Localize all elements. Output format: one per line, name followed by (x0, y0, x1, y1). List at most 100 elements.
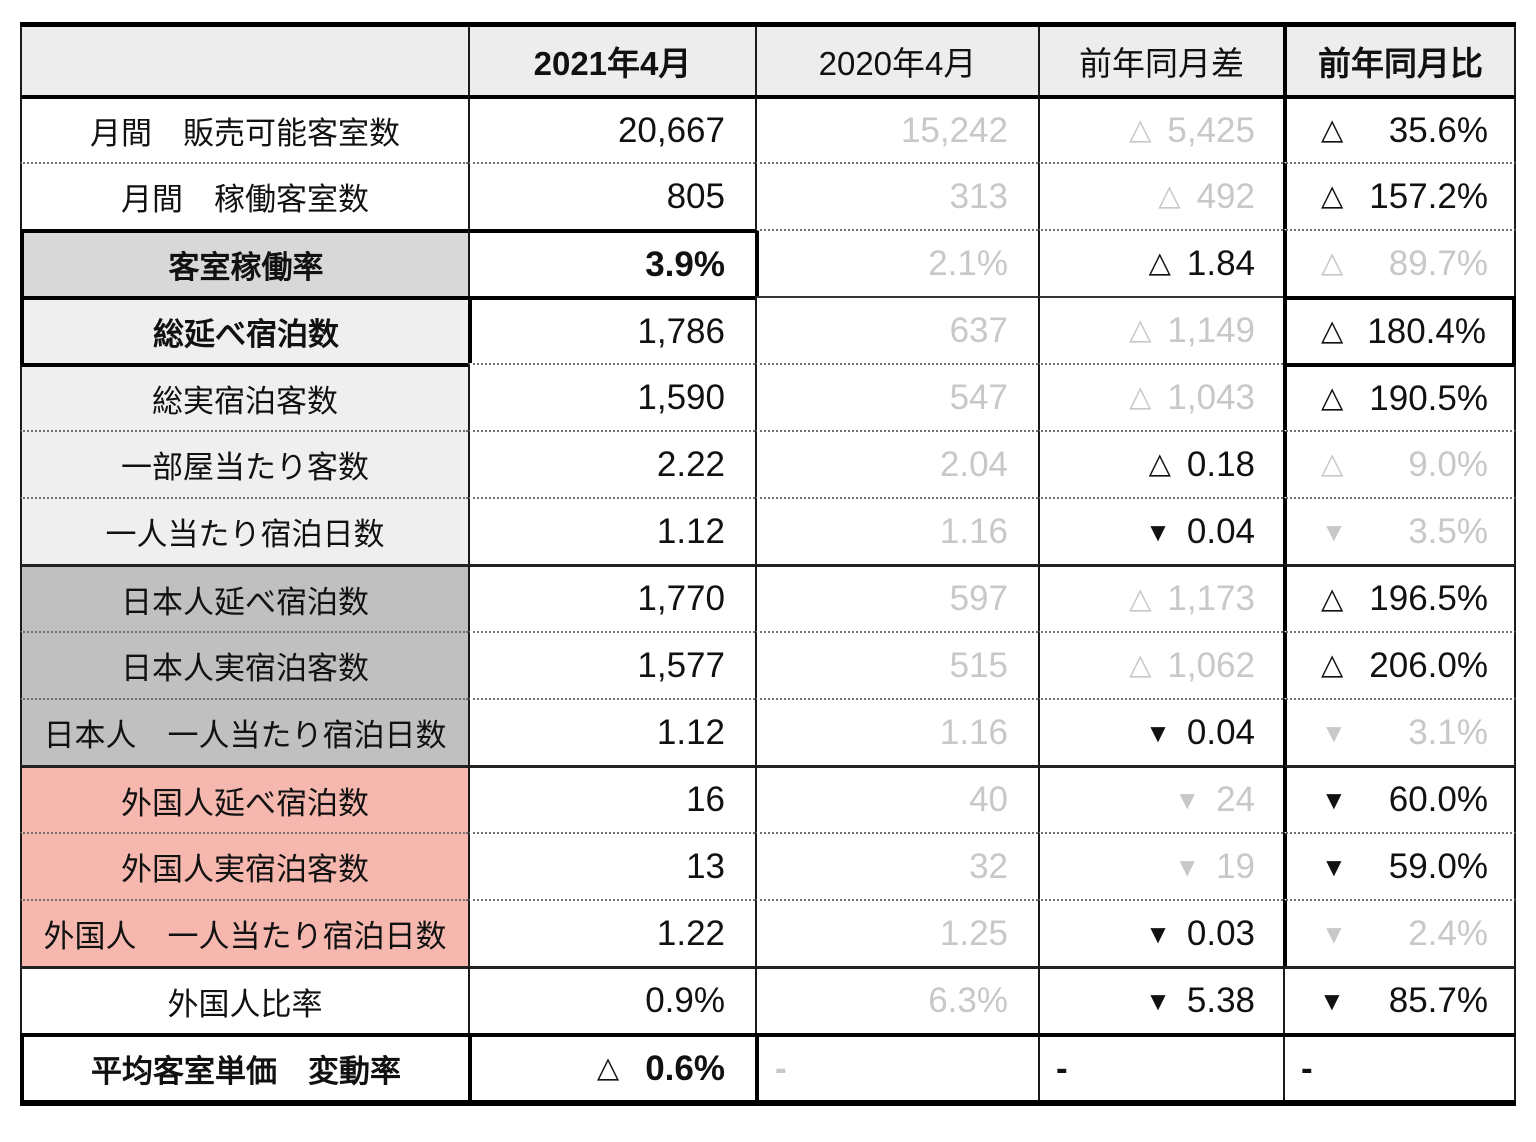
value-2020-cell: 637 (755, 296, 1038, 363)
value-2020-cell: 2.1% (755, 229, 1038, 296)
diff-value: 5,425 (1167, 110, 1255, 150)
header-cell-4: 前年同月比 (1283, 27, 1516, 95)
diff-cell: △ 1,062 (1038, 631, 1283, 698)
ratio-value: 196.5% (1369, 579, 1488, 618)
up-triangle-icon: △ (1321, 382, 1344, 414)
header-cell-0 (20, 27, 468, 95)
value-2021-cell: 2.22 (468, 430, 755, 497)
value-2020-cell: 40 (755, 765, 1038, 832)
ratio-cell: △ 35.6% (1283, 95, 1516, 162)
header-cell-2: 2020年4月 (755, 27, 1038, 95)
row-label: 日本人実宿泊客数 (20, 631, 468, 698)
table-row: 一部屋当たり客数 2.22 2.04 △ 0.18 △ 9.0% (20, 430, 1516, 497)
up-triangle-icon: △ (1129, 381, 1152, 413)
header-cell-1: 2021年4月 (468, 27, 755, 95)
table-row: 日本人実宿泊客数 1,577 515 △ 1,062 △ 206.0% (20, 631, 1516, 698)
row-label: 日本人 一人当たり宿泊日数 (20, 698, 468, 765)
ratio-cell: ▼ 3.5% (1283, 497, 1516, 564)
value-2021-cell: 3.9% (468, 229, 755, 296)
row-label: 外国人比率 (20, 966, 468, 1033)
table-row: 平均客室単価 変動率 △ 0.6% - - - (20, 1033, 1516, 1100)
table-header-row: 2021年4月 2020年4月 前年同月差 前年同月比 (20, 27, 1516, 95)
table-row: 日本人 一人当たり宿泊日数 1.12 1.16 ▼ 0.04 ▼ 3.1% (20, 698, 1516, 765)
up-triangle-icon: △ (596, 1052, 620, 1084)
table-row: 総延べ宿泊数 1,786 637 △ 1,149 △ 180.4% (20, 296, 1516, 363)
table-row: 一人当たり宿泊日数 1.12 1.16 ▼ 0.04 ▼ 3.5% (20, 497, 1516, 564)
row-label: 月間 販売可能客室数 (20, 95, 468, 162)
ratio-value: 180.4% (1367, 311, 1486, 351)
ratio-value: 206.0% (1369, 645, 1488, 685)
ratio-cell: - (1283, 1033, 1516, 1100)
diff-value: 24 (1216, 780, 1255, 819)
value-2021: 0.6% (645, 1048, 725, 1088)
ratio-value: 157.2% (1369, 176, 1488, 216)
row-label: 総実宿泊客数 (20, 363, 468, 430)
row-label: 外国人実宿泊客数 (20, 832, 468, 899)
diff-cell: △ 1,149 (1038, 296, 1283, 363)
down-triangle-icon: ▼ (1145, 986, 1171, 1016)
diff-value: 0.18 (1186, 444, 1255, 484)
value-2020-cell: 6.3% (755, 966, 1038, 1033)
value-2021-cell: 1,590 (468, 363, 755, 430)
ratio-value: 60.0% (1388, 780, 1488, 819)
ratio-cell: △ 206.0% (1283, 631, 1516, 698)
up-triangle-icon: △ (1129, 314, 1152, 346)
row-label: 月間 稼働客室数 (20, 162, 468, 229)
value-2021-cell: 1,577 (468, 631, 755, 698)
down-triangle-icon: ▼ (1321, 851, 1347, 882)
ratio-value: 9.0% (1408, 444, 1488, 484)
diff-value: 5.38 (1186, 981, 1255, 1020)
value-2020-cell: 313 (755, 162, 1038, 229)
ratio-value: 89.7% (1388, 243, 1488, 283)
row-label: 一部屋当たり客数 (20, 430, 468, 497)
table-row: 月間 販売可能客室数 20,667 15,242 △ 5,425 △ 35.6% (20, 95, 1516, 162)
table-row: 日本人延べ宿泊数 1,770 597 △ 1,173 △ 196.5% (20, 564, 1516, 631)
up-triangle-icon: △ (1129, 649, 1152, 681)
value-2020-cell: 32 (755, 832, 1038, 899)
down-triangle-icon: ▼ (1174, 851, 1201, 882)
value-2020-cell: 2.04 (755, 430, 1038, 497)
ratio-value: 35.6% (1388, 110, 1488, 150)
diff-cell: △ 0.18 (1038, 430, 1283, 497)
ratio-cell: △ 89.7% (1283, 229, 1516, 296)
up-triangle-icon: △ (1129, 582, 1152, 615)
ratio-value: 85.7% (1388, 981, 1488, 1020)
row-label: 一人当たり宿泊日数 (20, 497, 468, 564)
ratio-cell: ▼ 2.4% (1283, 899, 1516, 966)
row-label: 平均客室単価 変動率 (20, 1033, 468, 1100)
table-row: 月間 稼働客室数 805 313 △ 492 △ 157.2% (20, 162, 1516, 229)
value-2020-cell: - (755, 1033, 1038, 1100)
up-triangle-icon: △ (1148, 247, 1171, 279)
up-triangle-icon: △ (1148, 448, 1171, 480)
value-2021-cell: 1,770 (468, 564, 755, 631)
up-triangle-icon: △ (1129, 114, 1152, 146)
row-label: 客室稼働率 (20, 229, 468, 296)
diff-value: 1,062 (1167, 645, 1255, 685)
value-2021-cell: 1.22 (468, 899, 755, 966)
ratio-cell: △ 180.4% (1283, 296, 1516, 363)
down-triangle-icon: ▼ (1145, 516, 1171, 547)
ratio-value: 190.5% (1369, 378, 1488, 418)
diff-cell: - (1038, 1033, 1283, 1100)
value-2021-cell: 805 (468, 162, 755, 229)
value-2020-cell: 1.16 (755, 698, 1038, 765)
down-triangle-icon: ▼ (1145, 717, 1171, 748)
value-2021-cell: 1,786 (468, 296, 755, 363)
table-row: 客室稼働率 3.9% 2.1% △ 1.84 △ 89.7% (20, 229, 1516, 296)
ratio-value: 2.4% (1408, 913, 1488, 953)
up-triangle-icon: △ (1321, 315, 1344, 347)
diff-cell: ▼ 0.04 (1038, 698, 1283, 765)
diff-cell: △ 5,425 (1038, 95, 1283, 162)
ratio-cell: ▼ 60.0% (1283, 765, 1516, 832)
diff-value: 0.04 (1186, 511, 1255, 551)
down-triangle-icon: ▼ (1321, 785, 1347, 815)
ratio-cell: ▼ 59.0% (1283, 832, 1516, 899)
table-row: 外国人実宿泊客数 13 32 ▼ 19 ▼ 59.0% (20, 832, 1516, 899)
diff-cell: △ 1.84 (1038, 229, 1283, 296)
table-row: 外国人比率 0.9% 6.3% ▼ 5.38 ▼ 85.7% (20, 966, 1516, 1033)
diff-value: 0.03 (1186, 913, 1255, 953)
diff-cell: ▼ 19 (1038, 832, 1283, 899)
diff-cell: △ 1,043 (1038, 363, 1283, 430)
row-label: 日本人延べ宿泊数 (20, 564, 468, 631)
up-triangle-icon: △ (1321, 114, 1344, 146)
